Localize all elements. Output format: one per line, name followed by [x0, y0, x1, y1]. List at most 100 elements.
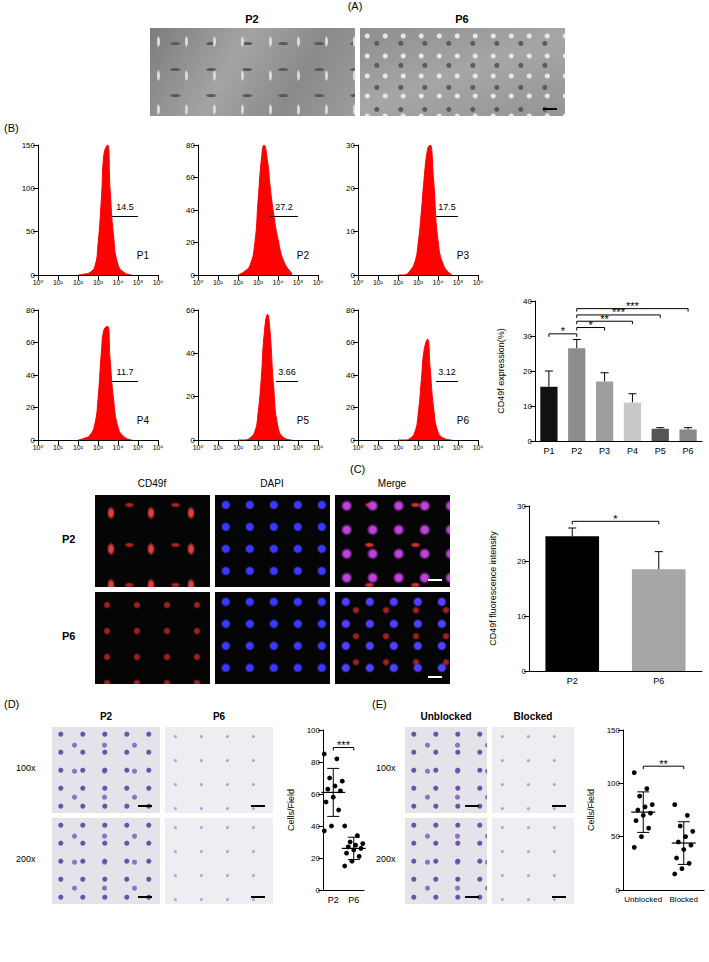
svg-text:50: 50: [26, 227, 35, 236]
svg-text:P1: P1: [137, 250, 150, 261]
svg-text:100: 100: [307, 726, 321, 735]
svg-text:80: 80: [26, 306, 35, 315]
svg-text:Unblocked: Unblocked: [624, 895, 662, 904]
svg-text:10: 10: [346, 227, 355, 236]
svg-text:50: 50: [611, 832, 620, 841]
svg-text:150: 150: [22, 141, 36, 150]
svg-text:Cells/Field: Cells/Field: [586, 789, 596, 831]
svg-text:100: 100: [22, 184, 36, 193]
svg-text:100: 100: [607, 779, 621, 788]
svg-text:**: **: [659, 758, 668, 770]
svg-text:P6: P6: [348, 895, 359, 905]
svg-text:10³: 10³: [253, 279, 264, 286]
svg-text:3.12: 3.12: [438, 367, 456, 377]
svg-text:P3: P3: [457, 250, 470, 261]
svg-text:27.2: 27.2: [275, 202, 293, 212]
svg-text:P4: P4: [137, 415, 150, 426]
svg-text:10³: 10³: [93, 444, 104, 451]
svg-text:10⁵: 10⁵: [133, 279, 144, 286]
svg-text:40: 40: [311, 822, 320, 831]
svg-text:10¹: 10¹: [53, 444, 64, 451]
svg-text:P2: P2: [297, 250, 310, 261]
svg-text:P2: P2: [328, 895, 339, 905]
svg-text:P6: P6: [683, 446, 694, 456]
svg-text:10⁴: 10⁴: [113, 444, 124, 451]
svg-text:10⁰: 10⁰: [353, 279, 364, 286]
svg-text:17.5: 17.5: [438, 202, 456, 212]
svg-text:10⁶: 10⁶: [153, 444, 164, 451]
svg-text:30: 30: [523, 332, 532, 341]
svg-text:10: 10: [517, 612, 526, 621]
svg-text:80: 80: [346, 306, 355, 315]
svg-text:P5: P5: [297, 415, 310, 426]
svg-text:80: 80: [186, 141, 195, 150]
svg-text:10²: 10²: [233, 444, 244, 451]
svg-text:10⁶: 10⁶: [313, 279, 324, 286]
svg-text:Blocked: Blocked: [670, 895, 698, 904]
svg-text:***: ***: [626, 300, 640, 312]
svg-text:60: 60: [186, 173, 195, 182]
svg-text:10³: 10³: [413, 444, 424, 451]
svg-text:10¹: 10¹: [213, 444, 224, 451]
svg-text:20: 20: [517, 557, 526, 566]
svg-text:CD49f expression(%): CD49f expression(%): [496, 328, 506, 414]
svg-text:10⁵: 10⁵: [453, 279, 464, 286]
svg-text:20: 20: [186, 238, 195, 247]
svg-text:60: 60: [346, 338, 355, 347]
svg-text:0: 0: [522, 667, 527, 676]
svg-text:20: 20: [523, 367, 532, 376]
svg-text:150: 150: [607, 726, 621, 735]
svg-text:10⁶: 10⁶: [473, 279, 484, 286]
svg-text:0: 0: [316, 886, 321, 895]
svg-text:10²: 10²: [73, 444, 84, 451]
svg-text:3.66: 3.66: [278, 367, 296, 377]
svg-text:10: 10: [523, 402, 532, 411]
svg-text:10³: 10³: [93, 279, 104, 286]
svg-text:10²: 10²: [393, 444, 404, 451]
svg-text:20: 20: [346, 184, 355, 193]
svg-text:***: ***: [337, 739, 351, 751]
svg-text:40: 40: [523, 297, 532, 306]
svg-text:80: 80: [311, 758, 320, 767]
svg-text:P5: P5: [655, 446, 666, 456]
svg-text:0: 0: [616, 886, 621, 895]
svg-text:10⁰: 10⁰: [353, 444, 364, 451]
svg-text:40: 40: [186, 206, 195, 215]
svg-text:10³: 10³: [253, 444, 264, 451]
svg-text:11.7: 11.7: [117, 367, 134, 377]
svg-text:14.5: 14.5: [116, 202, 134, 212]
svg-text:10²: 10²: [73, 279, 84, 286]
svg-text:10⁴: 10⁴: [433, 279, 444, 286]
svg-text:40: 40: [26, 371, 35, 380]
svg-text:10⁵: 10⁵: [453, 444, 464, 451]
svg-text:20: 20: [346, 403, 355, 412]
svg-text:20: 20: [311, 854, 320, 863]
svg-text:10⁵: 10⁵: [293, 279, 304, 286]
svg-text:40: 40: [346, 371, 355, 380]
svg-text:30: 30: [517, 502, 526, 511]
svg-text:60: 60: [186, 306, 195, 315]
svg-text:10⁴: 10⁴: [433, 444, 444, 451]
svg-text:0: 0: [528, 437, 533, 446]
svg-text:10²: 10²: [393, 279, 404, 286]
svg-text:*: *: [561, 325, 566, 337]
svg-text:P2: P2: [567, 676, 578, 686]
svg-text:10¹: 10¹: [373, 444, 384, 451]
svg-text:10¹: 10¹: [53, 279, 64, 286]
svg-text:P3: P3: [599, 446, 610, 456]
svg-text:Cells/Field: Cells/Field: [286, 789, 296, 831]
svg-text:10⁴: 10⁴: [113, 279, 124, 286]
svg-text:10⁰: 10⁰: [33, 444, 44, 451]
svg-text:P4: P4: [627, 446, 638, 456]
svg-text:CD49f fluorescence intensity: CD49f fluorescence intensity: [488, 531, 498, 646]
svg-text:30: 30: [346, 141, 355, 150]
svg-text:10⁰: 10⁰: [33, 279, 44, 286]
svg-text:40: 40: [186, 349, 195, 358]
svg-text:60: 60: [26, 338, 35, 347]
svg-text:10²: 10²: [233, 279, 244, 286]
svg-text:*: *: [613, 513, 618, 525]
svg-text:10⁶: 10⁶: [153, 279, 164, 286]
svg-text:10¹: 10¹: [213, 279, 224, 286]
svg-text:10⁶: 10⁶: [473, 444, 484, 451]
svg-text:10⁴: 10⁴: [273, 279, 284, 286]
